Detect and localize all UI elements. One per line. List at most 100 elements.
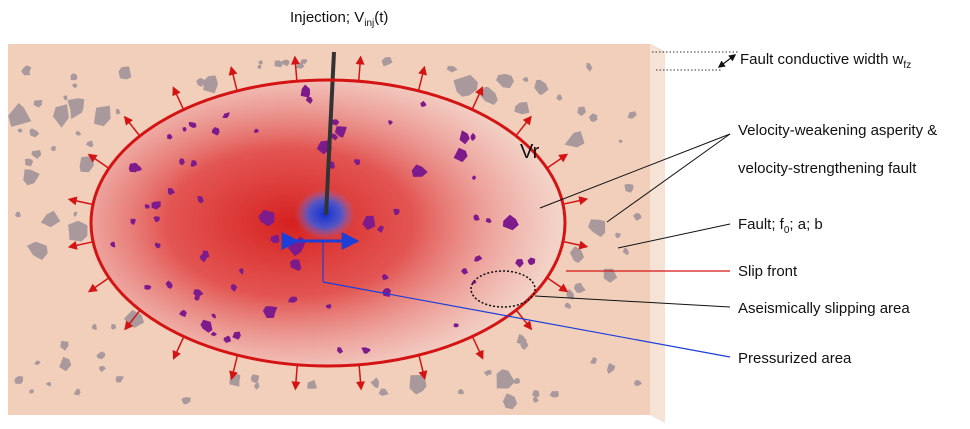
fault-params-label: Fault; f0; a; b — [738, 216, 823, 236]
slip-arrow — [172, 86, 185, 110]
asperity — [453, 147, 468, 163]
rock-fragment — [91, 323, 97, 331]
asperity — [165, 280, 173, 289]
rock-fragment — [99, 366, 106, 373]
rock-fragment — [564, 302, 572, 309]
asperity — [420, 100, 427, 107]
asperity — [153, 216, 160, 223]
rock-fragment — [26, 241, 48, 261]
rock-fragment — [29, 389, 35, 394]
rock-fragment — [300, 58, 307, 65]
rock-fragment — [274, 60, 283, 68]
rock-fragment — [71, 83, 78, 89]
slip-arrow — [562, 240, 589, 250]
asperity — [211, 313, 217, 319]
asperity — [144, 203, 150, 209]
asperity — [211, 127, 220, 136]
asperity — [223, 335, 232, 343]
rock-fragment — [573, 282, 586, 293]
rock-fragment — [34, 360, 41, 366]
rock-fragment — [181, 397, 191, 405]
slip-arrow — [471, 86, 484, 110]
rock-fragment — [586, 62, 593, 72]
asperity — [325, 304, 332, 309]
asperity — [194, 294, 200, 301]
rock-fragment — [606, 362, 616, 374]
asperity — [222, 112, 230, 119]
asperity — [288, 296, 298, 303]
rock-fragment — [496, 73, 514, 89]
asperity — [471, 280, 477, 285]
asperity — [471, 175, 477, 180]
rock-fragment — [203, 75, 218, 94]
asperity — [110, 241, 116, 248]
asperity — [197, 196, 204, 204]
rock-fragment — [624, 183, 634, 193]
slip-arrow — [124, 309, 141, 331]
asperity — [453, 323, 459, 328]
rock-fragment — [483, 369, 492, 377]
asperity — [239, 268, 244, 275]
asperity — [515, 259, 524, 268]
asperity — [136, 165, 143, 172]
leader-asperity-1 — [539, 133, 731, 209]
rock-fragment — [8, 103, 32, 127]
rock-fragment — [118, 66, 132, 80]
rock-fragment — [50, 146, 56, 152]
asperity — [200, 319, 213, 333]
asperity — [230, 284, 238, 292]
slip-arrow — [228, 65, 238, 92]
asperity — [167, 188, 176, 196]
slip-arrow — [67, 196, 94, 206]
asperity — [411, 164, 428, 177]
rock-fragment — [532, 390, 540, 398]
asperity — [331, 119, 340, 126]
asperity — [473, 214, 480, 221]
rock-fragment — [378, 388, 389, 396]
asperity — [474, 255, 483, 262]
asperity — [188, 122, 197, 128]
rock-fragment — [31, 150, 42, 159]
pressurized-label: Pressurized area — [738, 350, 852, 367]
rock-fragment — [70, 73, 78, 81]
slip-front-arrows — [67, 55, 589, 391]
asperity — [182, 126, 187, 132]
asperity — [128, 162, 138, 173]
rock-fragment — [307, 379, 318, 389]
rock-fragment — [564, 131, 585, 148]
leader-asperity-2 — [606, 133, 731, 223]
rock-fragment — [254, 382, 260, 390]
slip-arrow — [123, 115, 141, 137]
rock-fragment — [534, 79, 549, 95]
asperity — [459, 130, 470, 145]
asperity — [527, 257, 536, 266]
rock-fragment — [250, 374, 260, 384]
slip-arrow — [417, 65, 427, 91]
rock-fragment — [24, 158, 33, 167]
asperity — [167, 133, 173, 140]
asperity — [330, 133, 338, 141]
fault-side-face — [650, 44, 665, 423]
rock-fragment — [370, 377, 379, 389]
asperity — [144, 284, 152, 290]
rock-fragment — [17, 128, 23, 133]
rock-fragment — [280, 59, 290, 67]
rock-fragment — [29, 128, 40, 138]
rock-fragment — [532, 396, 539, 403]
slip-arrow — [546, 153, 569, 169]
asperity — [130, 218, 136, 226]
rock-fragment — [115, 376, 124, 383]
rock-fragment — [45, 381, 51, 387]
rock-fragment — [556, 94, 563, 101]
rock-fragment — [513, 377, 521, 384]
leader-pressurized-2 — [322, 281, 731, 358]
rock-fragment — [615, 232, 621, 239]
slip-front-label: Slip front — [738, 263, 798, 280]
aseismic-area-ellipse — [470, 270, 536, 308]
rock-fragment — [21, 65, 32, 76]
rock-fragment — [258, 60, 263, 65]
rock-fragment — [496, 369, 515, 389]
rock-fragment — [549, 391, 559, 398]
